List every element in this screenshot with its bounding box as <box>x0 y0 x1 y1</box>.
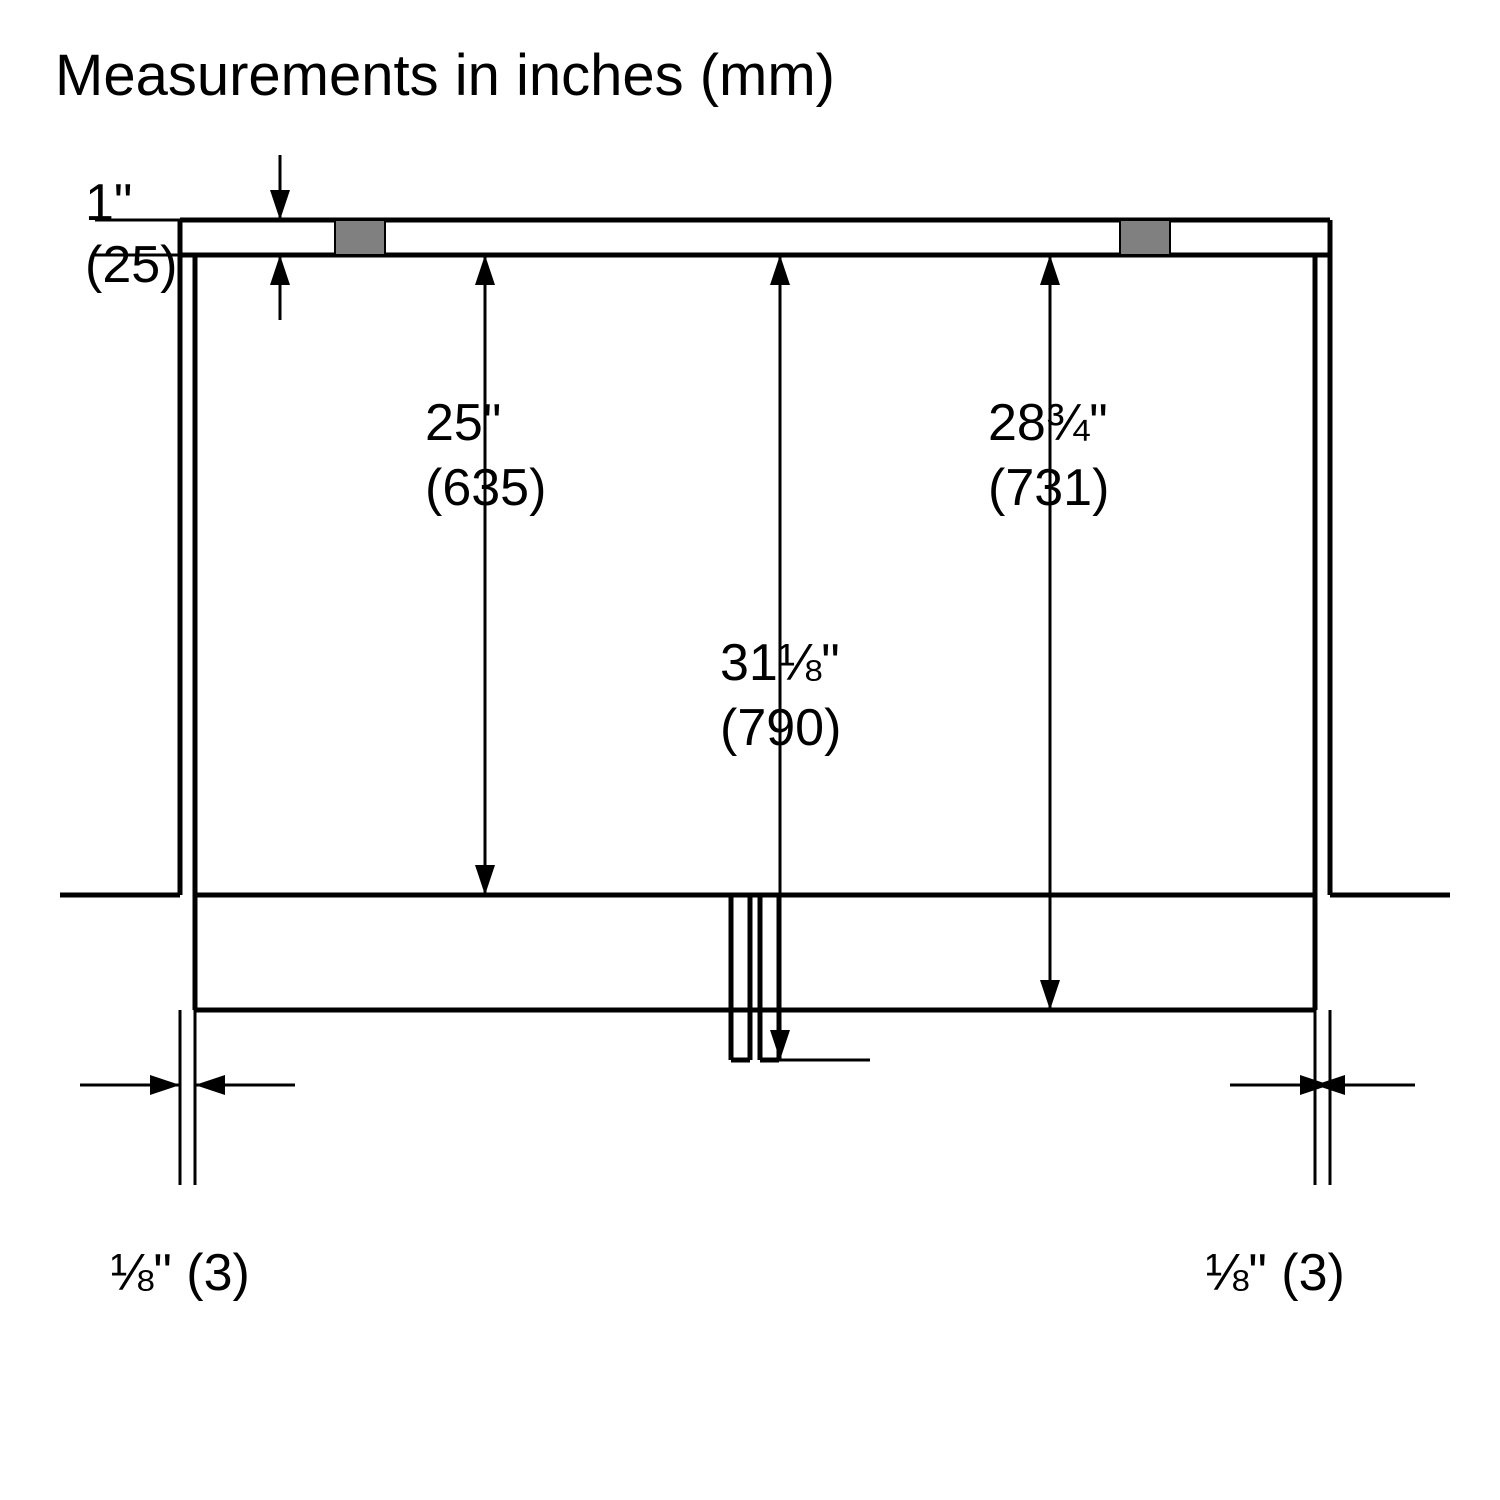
dim-25-in: 25" <box>425 394 501 452</box>
dim-31-in: 31⅛" <box>720 634 840 692</box>
dim-28-mm: (731) <box>988 459 1109 517</box>
dim-31-mm: (790) <box>720 699 841 757</box>
diagram-title: Measurements in inches (mm) <box>55 43 835 108</box>
dim-28-in: 28¾" <box>988 394 1108 452</box>
hinge-right <box>1120 220 1170 255</box>
dim-top-gap-mm: (25) <box>85 236 177 294</box>
dim-25-mm: (635) <box>425 459 546 517</box>
dimension-diagram: Measurements in inches (mm) 1"(25) 25" (635… <box>0 0 1500 1500</box>
hinge-left <box>335 220 385 255</box>
dim-top-gap-in: 1" <box>85 174 132 232</box>
dim-gap-left: ⅛" (3) <box>110 1244 250 1302</box>
dim-gap-right: ⅛" (3) <box>1205 1244 1345 1302</box>
